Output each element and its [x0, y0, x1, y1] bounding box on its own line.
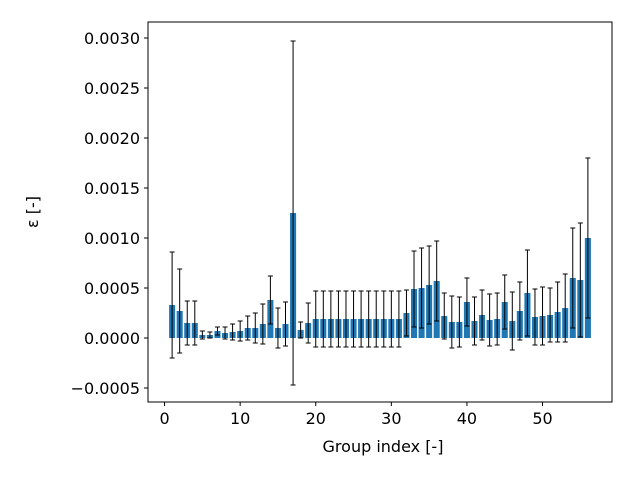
error-bar [245, 315, 251, 341]
error-bar [419, 247, 425, 329]
error-bar [381, 290, 387, 348]
error-bar [373, 290, 379, 348]
x-tick-label: 50 [532, 409, 552, 428]
error-bar [524, 249, 530, 337]
error-bar [335, 290, 341, 348]
error-bar [207, 331, 213, 339]
y-tick-label: 0.0030 [84, 29, 140, 48]
error-bar [585, 157, 591, 319]
error-bar [540, 286, 546, 346]
error-bar [366, 290, 372, 348]
error-bar [434, 240, 440, 322]
error-bar [260, 303, 266, 345]
error-bar [479, 289, 485, 341]
error-bar [313, 290, 319, 348]
error-bar [358, 290, 364, 348]
error-bar [192, 300, 198, 346]
error-bar [275, 307, 281, 349]
error-bar [555, 281, 561, 343]
y-tick-label: −0.0005 [71, 379, 140, 398]
error-bar [403, 289, 409, 337]
x-tick-label: 0 [159, 409, 169, 428]
error-bar [320, 290, 326, 348]
error-bar [487, 293, 493, 347]
error-bar [222, 326, 228, 340]
error-bar [184, 300, 190, 346]
error-bar [290, 40, 296, 386]
y-tick-label: 0.0025 [84, 79, 140, 98]
x-tick-label: 10 [230, 409, 250, 428]
error-bar [214, 326, 220, 336]
error-bar [169, 251, 175, 359]
error-bar [471, 296, 477, 346]
error-bar [305, 302, 311, 344]
error-bar [230, 323, 236, 341]
y-tick-label: 0.0015 [84, 179, 140, 198]
error-bar [464, 277, 470, 327]
error-bar [441, 292, 447, 340]
error-bar [252, 312, 258, 344]
error-bar [298, 321, 304, 339]
error-bar [396, 290, 402, 348]
error-bar [502, 274, 508, 330]
x-tick-label: 40 [457, 409, 477, 428]
x-tick-label: 20 [306, 409, 326, 428]
error-bar [328, 290, 334, 348]
error-bar [199, 330, 205, 340]
error-bar [388, 290, 394, 348]
error-bar [449, 295, 455, 349]
error-bar [426, 245, 432, 325]
error-bar [494, 292, 500, 346]
error-bar [562, 273, 568, 343]
error-bar [177, 268, 183, 354]
y-tick-label: 0.0005 [84, 279, 140, 298]
y-axis-label: ε [-] [23, 196, 42, 228]
error-bar [517, 281, 523, 341]
error-bar [456, 296, 462, 348]
y-tick-label: 0.0010 [84, 229, 140, 248]
y-tick-label: 0.0000 [84, 329, 140, 348]
error-bar [411, 250, 417, 328]
error-bar [283, 301, 289, 347]
error-bar [509, 291, 515, 351]
x-tick-label: 30 [381, 409, 401, 428]
error-bar [577, 222, 583, 338]
y-tick-label: 0.0020 [84, 129, 140, 148]
error-bar [532, 288, 538, 346]
error-bar [547, 287, 553, 343]
error-bar [237, 320, 243, 342]
error-bar [343, 290, 349, 348]
error-bar [267, 275, 273, 325]
error-bar [351, 290, 357, 348]
plot-frame [147, 21, 613, 403]
x-axis-label: Group index [-] [323, 437, 444, 456]
error-bar [570, 227, 576, 329]
